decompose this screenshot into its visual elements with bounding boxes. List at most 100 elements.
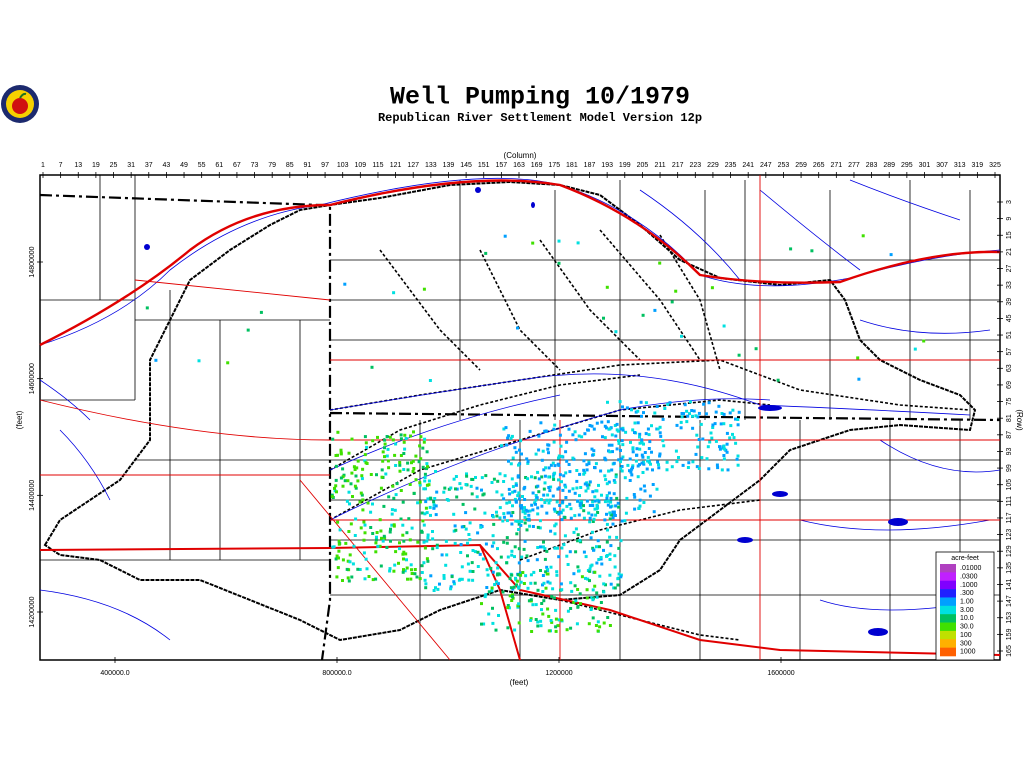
well-cell [468,569,472,573]
well-cell [503,234,507,238]
well-cell [335,575,339,579]
well-cell [537,490,541,494]
well-cell [413,568,417,571]
well-cell [390,512,394,516]
well-cell [442,490,446,494]
well-cell [501,590,505,594]
well-cell [557,486,561,490]
well-cell [431,530,434,533]
well-cell [337,556,340,560]
well-cell [603,436,607,440]
well-cell [423,472,427,476]
well-cell [415,575,419,579]
well-cell [530,630,534,633]
well-cell [508,594,512,598]
well-cell [539,624,543,628]
well-cell [361,498,365,502]
well-cell [553,546,557,550]
well-cell [710,436,714,440]
well-cell [717,404,721,408]
well-cell [736,423,740,427]
well-cell [617,439,620,443]
well-cell [508,500,512,504]
subtitle: Republican River Settlement Model Versio… [378,111,702,125]
row-tick-label: 159 [1006,628,1013,640]
well-cell [565,554,569,558]
well-cell [403,569,407,573]
well-cell [638,441,642,445]
rivers [39,177,1001,641]
legend-swatch [940,572,956,582]
legend-swatch [940,639,956,648]
well-cell [563,516,567,519]
well-cell [713,422,717,426]
well-cell [620,469,624,473]
well-cell [606,503,610,507]
column-tick-label: 271 [830,162,842,169]
well-cell [584,555,588,559]
column-tick-label: 7 [59,162,63,169]
well-cell [369,526,373,529]
well-cell [531,508,535,512]
well-cell [642,462,646,466]
well-cell [376,544,380,548]
well-cell [484,474,488,478]
well-cell [736,418,740,421]
well-cell [514,482,518,486]
well-cell [383,536,387,540]
well-cell [399,489,403,492]
well-cell [592,449,596,453]
well-cell [551,461,555,465]
well-cell [655,405,659,408]
well-cell [341,579,344,582]
well-cell [487,612,491,616]
well-cell [607,443,611,447]
well-cell [593,495,597,499]
well-cell [728,436,732,440]
well-cell [511,456,515,460]
well-cell [605,540,609,544]
well-cell [506,604,510,607]
well-cell [718,447,722,451]
well-cell [569,507,573,511]
well-cell [395,482,399,486]
column-tick-label: 49 [180,162,188,169]
well-cell [557,618,561,622]
well-cell [517,547,521,551]
well-cell [658,431,662,435]
well-cell [350,471,354,475]
column-tick-label: 97 [321,162,329,169]
well-cell [401,523,405,527]
well-cell [606,616,610,619]
well-cell [350,437,354,441]
well-cell [519,573,523,577]
well-cell [649,462,652,466]
row-tick-label: 141 [1006,579,1013,591]
well-cell [652,510,656,514]
well-cell [502,512,506,516]
column-tick-label: 43 [163,162,171,169]
well-cell [605,426,608,430]
well-cell [737,353,741,357]
well-cell [568,550,572,554]
well-cell [513,555,516,559]
well-cell [519,523,523,527]
well-cell [722,324,726,328]
well-cell [631,464,635,468]
well-cell [600,420,604,424]
well-cell [648,440,652,444]
well-cell [449,585,453,589]
well-cell [388,435,392,439]
well-cell [641,313,645,317]
y-feet-axis-label: (feet) [15,410,24,429]
well-cell [547,443,551,447]
well-cell [408,538,412,542]
row-tick-label: 153 [1006,612,1013,624]
well-cell [526,477,530,481]
column-tick-label: 31 [127,162,135,169]
well-cell [726,468,730,472]
well-cell [336,520,340,524]
well-cell [388,530,392,534]
well-cell [410,526,414,530]
